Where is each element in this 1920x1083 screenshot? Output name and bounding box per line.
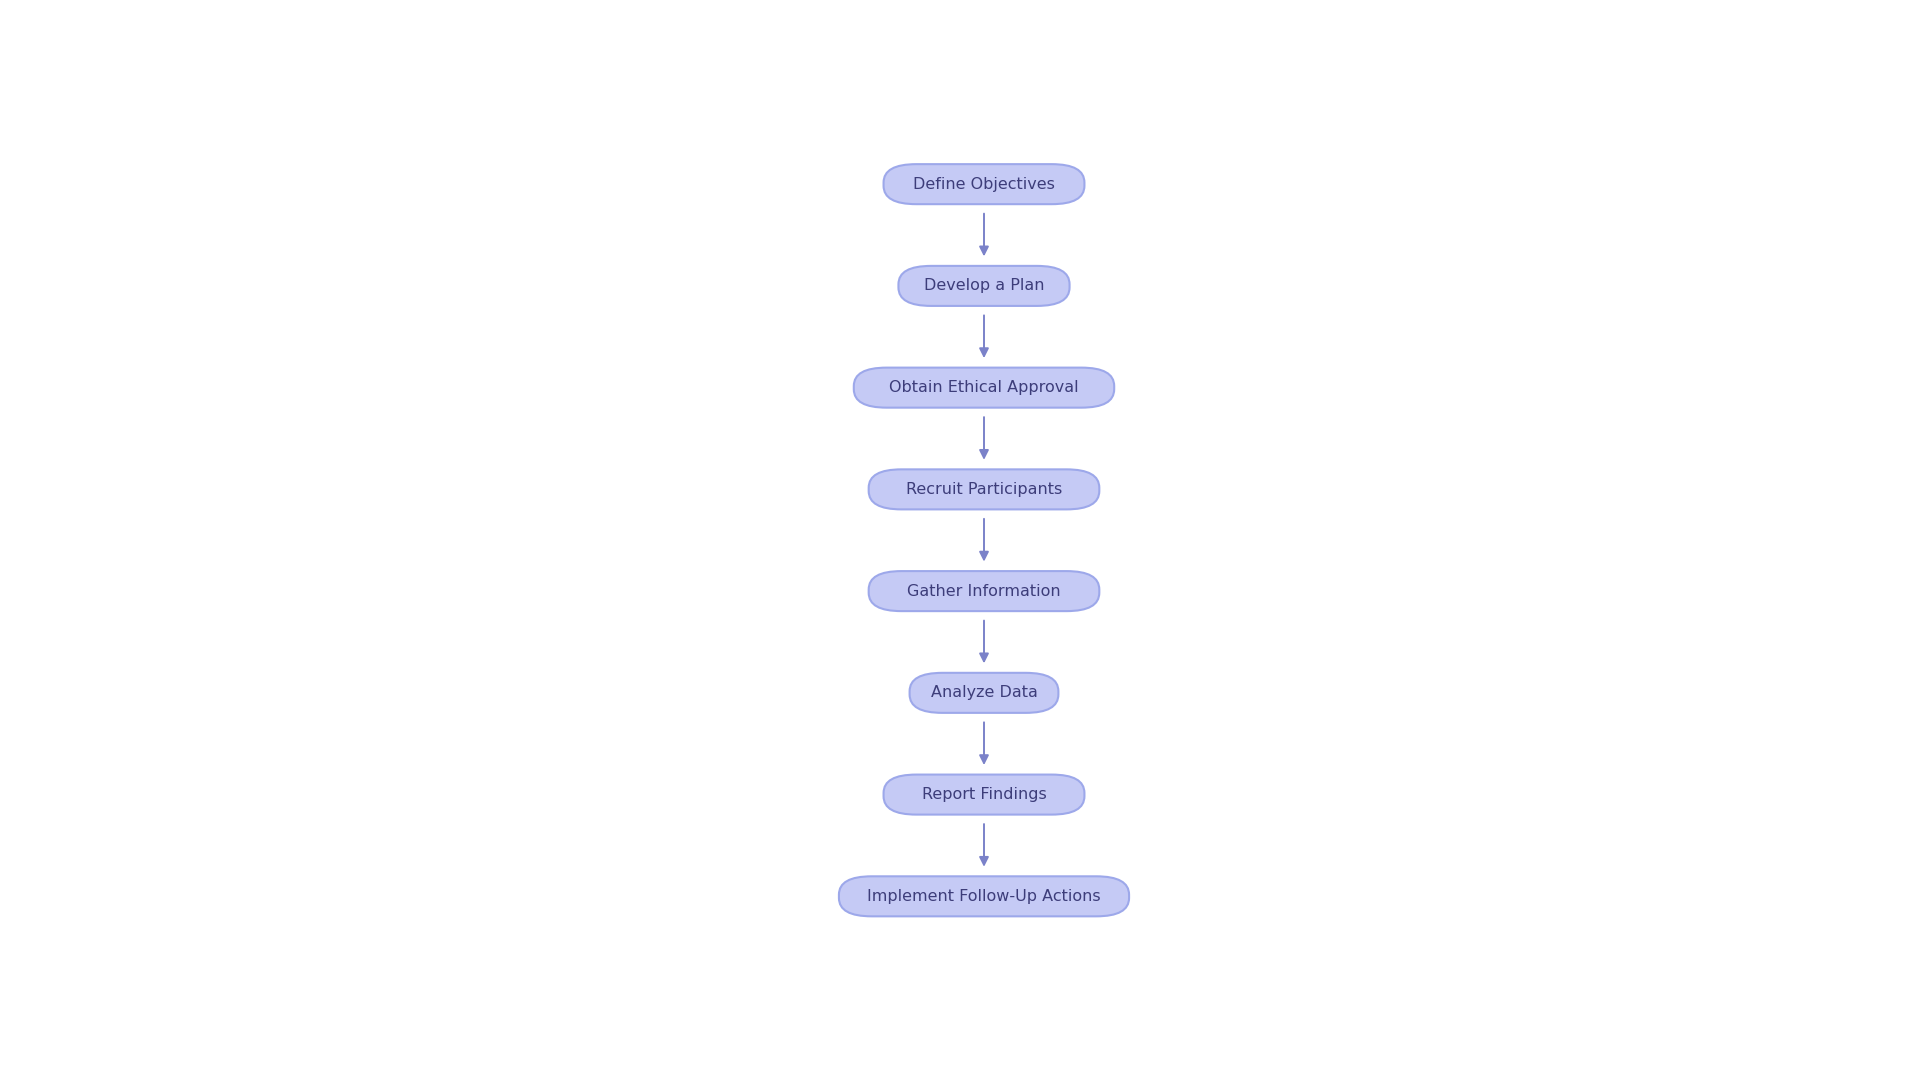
FancyBboxPatch shape bbox=[910, 673, 1058, 713]
FancyBboxPatch shape bbox=[899, 266, 1069, 305]
FancyBboxPatch shape bbox=[883, 774, 1085, 814]
FancyBboxPatch shape bbox=[883, 165, 1085, 205]
FancyBboxPatch shape bbox=[868, 571, 1100, 611]
FancyBboxPatch shape bbox=[868, 469, 1100, 509]
FancyBboxPatch shape bbox=[854, 367, 1114, 407]
Text: Recruit Participants: Recruit Participants bbox=[906, 482, 1062, 497]
Text: Define Objectives: Define Objectives bbox=[914, 177, 1054, 192]
FancyBboxPatch shape bbox=[839, 876, 1129, 916]
Text: Gather Information: Gather Information bbox=[906, 584, 1062, 599]
Text: Obtain Ethical Approval: Obtain Ethical Approval bbox=[889, 380, 1079, 395]
Text: Implement Follow-Up Actions: Implement Follow-Up Actions bbox=[868, 889, 1100, 904]
Text: Develop a Plan: Develop a Plan bbox=[924, 278, 1044, 293]
Text: Analyze Data: Analyze Data bbox=[931, 686, 1037, 701]
Text: Report Findings: Report Findings bbox=[922, 787, 1046, 803]
